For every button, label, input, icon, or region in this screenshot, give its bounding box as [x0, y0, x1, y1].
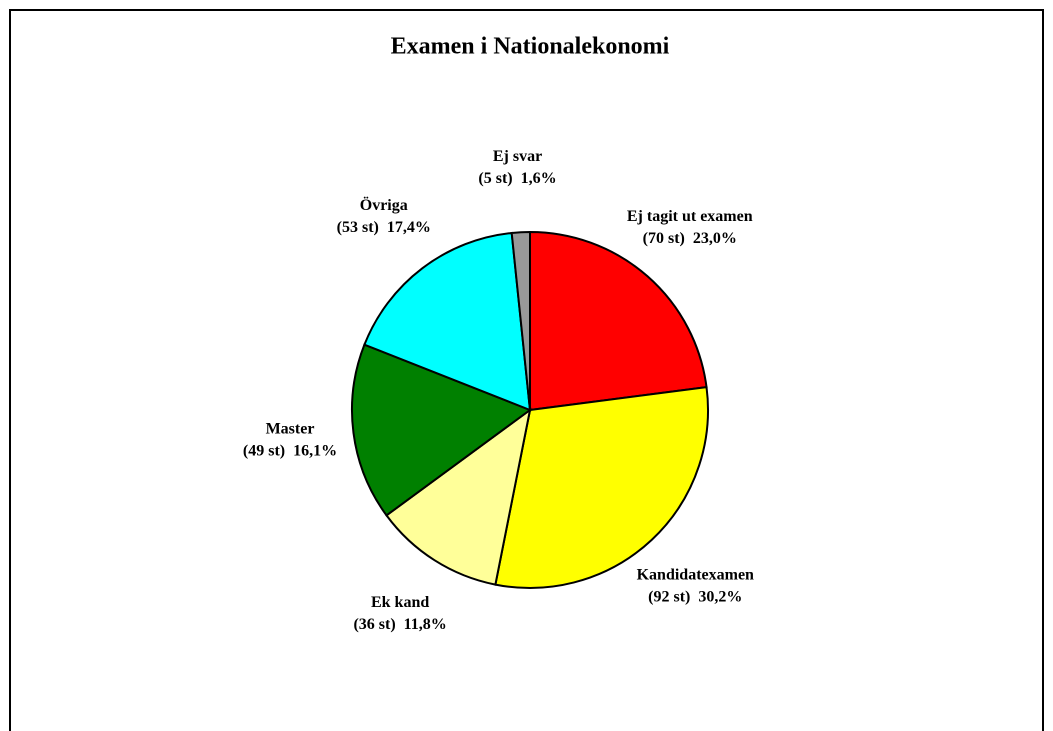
chart-title: Examen i Nationalekonomi — [391, 34, 670, 60]
pie-slice — [363, 231, 532, 412]
slice-label: Övriga — [360, 196, 408, 214]
slice-value-label: (53 st) 17,4% — [337, 219, 431, 236]
pie-slice — [494, 386, 709, 589]
pie-slice — [529, 230, 708, 412]
pie-slice — [351, 343, 533, 517]
slice-label: Ej svar — [493, 148, 542, 165]
slice-label: Kandidatexamen — [637, 566, 754, 583]
slice-label: Master — [266, 421, 315, 438]
slice-label: Ej tagit ut examen — [627, 208, 753, 225]
slice-value-label: (49 st) 16,1% — [243, 443, 337, 460]
chart-frame — [9, 9, 1044, 731]
slice-value-label: (36 st) 11,8% — [353, 616, 446, 633]
pie-slice — [510, 230, 531, 411]
slice-value-label: (5 st) 1,6% — [478, 170, 556, 187]
slice-value-label: (70 st) 23,0% — [643, 230, 737, 247]
pie-slice — [385, 407, 532, 586]
slice-label: Ek kand — [371, 594, 429, 611]
slice-value-label: (92 st) 30,2% — [648, 588, 742, 605]
